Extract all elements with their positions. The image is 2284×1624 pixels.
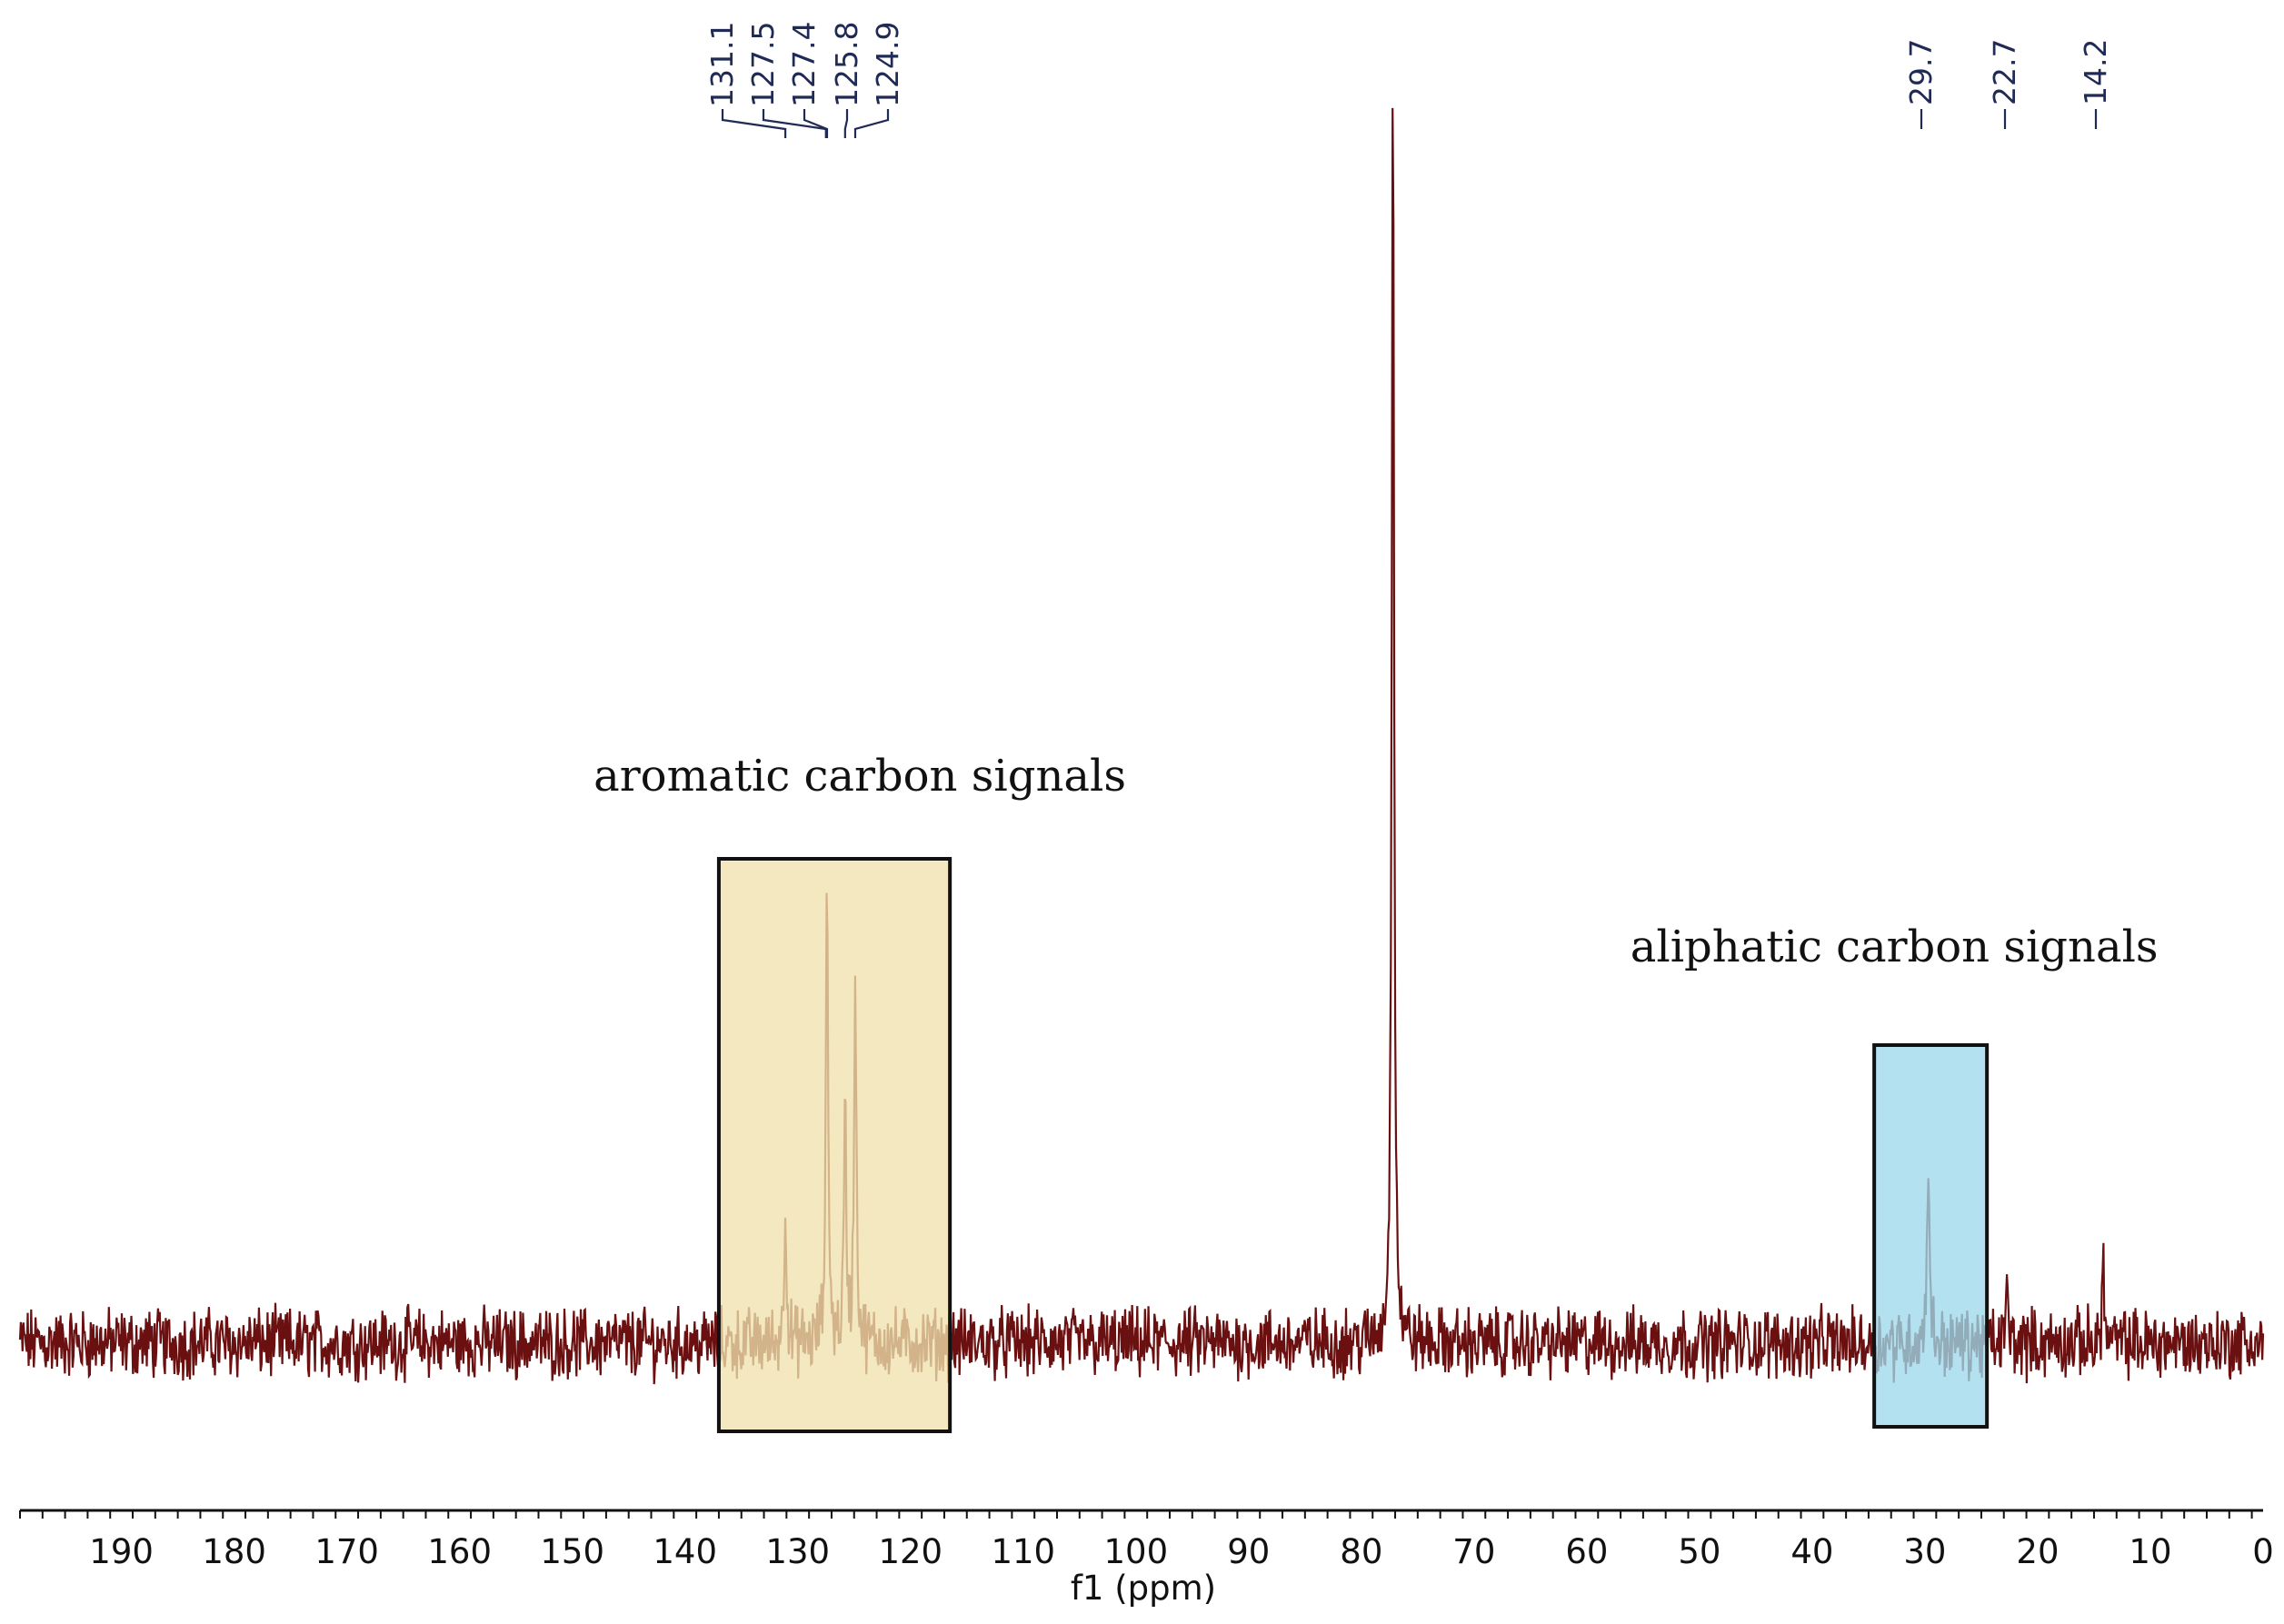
x-tick-label: 190 [89, 1532, 154, 1571]
x-tick-label: 50 [1678, 1532, 1720, 1571]
peak-label: 124.9 [870, 22, 905, 107]
x-tick-label: 110 [991, 1532, 1055, 1571]
region-caption-aliphatic: aliphatic carbon signals [1631, 922, 2159, 972]
regions-layer: aromatic carbon signals aliphatic carbon … [593, 751, 2159, 1433]
x-tick-label: 170 [314, 1532, 379, 1571]
peak-label-connector [853, 109, 890, 138]
peak-label: 127.4 [786, 22, 822, 107]
peak-label-connector [803, 109, 829, 138]
peak-label: 29.7 [1903, 39, 1939, 105]
x-tick-label: 90 [1227, 1532, 1270, 1571]
x-tick-label: 70 [1452, 1532, 1495, 1571]
region-box-aliphatic [1872, 1043, 1990, 1429]
peak-label-connector [721, 109, 787, 138]
x-tick-label: 160 [427, 1532, 492, 1571]
x-tick-label: 130 [765, 1532, 830, 1571]
region-box-aromatic [716, 857, 952, 1433]
x-tick-label: 10 [2129, 1532, 2171, 1571]
x-tick-label: 20 [2016, 1532, 2059, 1571]
peak-label: 125.8 [829, 22, 864, 107]
x-tick-label: 180 [202, 1532, 266, 1571]
peak-label: 127.5 [745, 22, 781, 107]
x-tick-label: 40 [1790, 1532, 1833, 1571]
x-axis: 190 180 170 160 150 140 130 120 110 100 90 80 70 60 50… [19, 1509, 2274, 1571]
x-tick-label: 60 [1565, 1532, 1608, 1571]
x-tick-label: 30 [1903, 1532, 1946, 1571]
peak-label: 131.1 [704, 22, 740, 107]
peak-label: 22.7 [1987, 39, 2022, 105]
x-tick-label: 80 [1340, 1532, 1382, 1571]
x-tick-label: 100 [1103, 1532, 1168, 1571]
peak-label-connector [762, 109, 827, 138]
peak-label-connector [843, 109, 849, 138]
peak-labels: 131.1 127.5 127.4 125.8 124.9 29.7 22.7 14.2 [704, 22, 2113, 138]
x-tick-label: 120 [878, 1532, 943, 1571]
peak-label: 14.2 [2078, 39, 2113, 105]
x-axis-label: f1 (ppm) [1071, 1569, 1216, 1608]
region-caption-aromatic: aromatic carbon signals [593, 751, 1126, 802]
x-tick-label: 150 [540, 1532, 604, 1571]
x-tick-label: 0 [2252, 1532, 2274, 1571]
x-tick-label: 140 [653, 1532, 717, 1571]
